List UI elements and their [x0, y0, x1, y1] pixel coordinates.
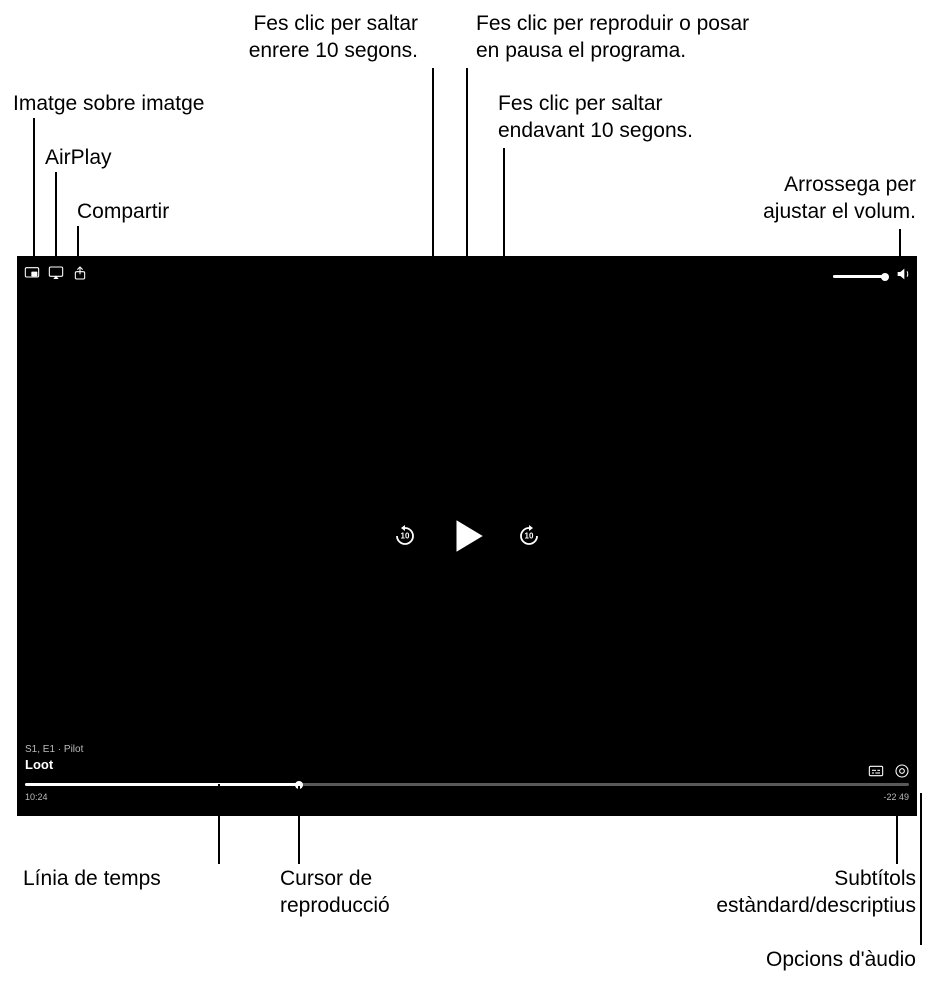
volume-knob[interactable] [881, 273, 889, 281]
volume-control[interactable] [833, 266, 911, 287]
callout-skip-fwd: Fes clic per saltar endavant 10 segons. [498, 91, 693, 145]
callout-play: Fes clic per reproduir o posar en pausa … [476, 11, 749, 65]
show-title: Loot [25, 757, 83, 772]
leader-audio [920, 793, 922, 945]
volume-track[interactable] [833, 275, 889, 278]
leader-pip [33, 118, 35, 268]
callout-skip-back: Fes clic per saltar enrere 10 segons. [249, 11, 418, 65]
subtitles-icon[interactable] [867, 762, 885, 780]
video-player: 10 10 S1, E1 · Pilot Loot 10:24 -22:49 [17, 256, 917, 816]
callout-subtitles: Subtítols estàndard/descriptius [716, 866, 916, 920]
volume-icon[interactable] [895, 266, 911, 287]
callout-airplay: AirPlay [45, 145, 112, 172]
skip-back-button[interactable]: 10 [392, 523, 418, 549]
skip-forward-button[interactable]: 10 [516, 523, 542, 549]
timeline[interactable] [25, 783, 909, 786]
callout-timeline: Línia de temps [23, 866, 161, 893]
pip-icon[interactable] [23, 264, 41, 282]
time-elapsed: 10:24 [25, 792, 48, 802]
top-left-controls [23, 264, 89, 282]
timeline-fill [25, 783, 299, 786]
leader-subtitles [896, 793, 898, 864]
episode-metadata: S1, E1 · Pilot Loot [25, 744, 83, 772]
callout-pip: Imatge sobre imatge [13, 91, 204, 118]
callout-audio: Opcions d'àudio [766, 947, 916, 974]
center-controls: 10 10 [392, 515, 542, 557]
callout-volume: Arrossega per ajustar el volum. [763, 172, 916, 226]
leader-timeline [218, 784, 220, 864]
episode-line: S1, E1 · Pilot [25, 744, 83, 755]
leader-playhead [298, 786, 300, 864]
leader-airplay [55, 172, 57, 266]
skip-back-seconds: 10 [401, 532, 410, 541]
skip-fwd-seconds: 10 [525, 532, 534, 541]
airplay-icon[interactable] [47, 264, 65, 282]
bottom-right-controls [867, 762, 911, 780]
play-button[interactable] [446, 515, 488, 557]
volume-fill [833, 275, 885, 278]
audio-options-icon[interactable] [893, 762, 911, 780]
callout-playhead: Cursor de reproducció [280, 866, 390, 920]
share-icon[interactable] [71, 264, 89, 282]
callout-share: Compartir [77, 199, 169, 226]
